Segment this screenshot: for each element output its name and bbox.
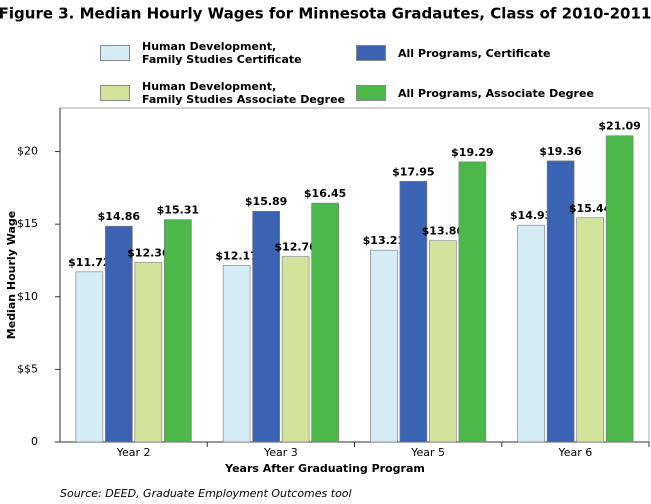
value-label: $11.72 [68,256,110,269]
value-label: $17.95 [392,165,434,178]
bar [252,210,280,443]
y-tick-label: $15 [17,217,38,230]
source-note: Source: DEED, Graduate Employment Outcom… [60,487,352,500]
bar [605,135,634,443]
legend-swatch [356,85,386,101]
value-label: $15.44 [569,202,612,215]
bar [546,160,575,443]
legend-label: Human Development, Family Studies Certif… [142,40,302,66]
legend-swatch [100,85,130,101]
bar [399,181,428,443]
value-label: $21.09 [598,120,640,133]
value-label: $15.89 [245,195,287,208]
value-label: $19.29 [451,146,493,159]
bar [222,264,251,443]
value-label: $14.93 [510,209,552,222]
bar [576,217,604,443]
legend-item: Human Development, Family Studies Certif… [100,40,302,66]
value-label: $13.21 [363,234,405,247]
bar [311,202,339,443]
y-tick-label: $10 [17,290,38,303]
x-axis-title: Years After Graduating Program [224,462,425,475]
value-label: $19.36 [539,145,582,158]
bar [75,271,104,443]
bar [105,225,133,443]
legend-item: All Programs, Certificate [356,40,550,66]
y-tick-label: 0 [31,435,38,448]
y-axis-title: Median Hourly Wage [5,211,18,339]
legend-label: All Programs, Certificate [398,46,551,60]
x-tick-label: Year 5 [410,446,445,459]
bar [370,249,398,443]
legend-item: Human Development, Family Studies Associ… [100,80,345,106]
value-label: $13.86 [422,225,465,238]
legend-label: Human Development, Family Studies Associ… [142,80,346,106]
bar [134,262,163,443]
legend-item: All Programs, Associate Degree [356,80,594,106]
x-tick-label: Year 6 [557,446,592,459]
chart-title: Figure 3. Median Hourly Wages for Minnes… [0,5,651,23]
bar [517,224,545,443]
x-tick-label: Year 2 [116,446,151,459]
bar [164,219,192,443]
bar [281,256,310,443]
value-label: $12.36 [127,247,170,260]
x-tick-label: Year 3 [263,446,298,459]
legend-label: All Programs, Associate Degree [398,86,594,100]
value-label: $12.76 [274,241,317,254]
value-label: $16.45 [304,187,346,200]
bar [458,161,487,443]
legend-swatch [100,45,130,61]
y-tick-label: $$5 [17,362,38,375]
y-tick-label: $20 [17,145,38,158]
legend-swatch [356,45,386,61]
bar [429,240,457,443]
value-label: $12.17 [215,249,257,262]
value-label: $15.31 [157,204,199,217]
value-label: $14.86 [98,210,141,223]
